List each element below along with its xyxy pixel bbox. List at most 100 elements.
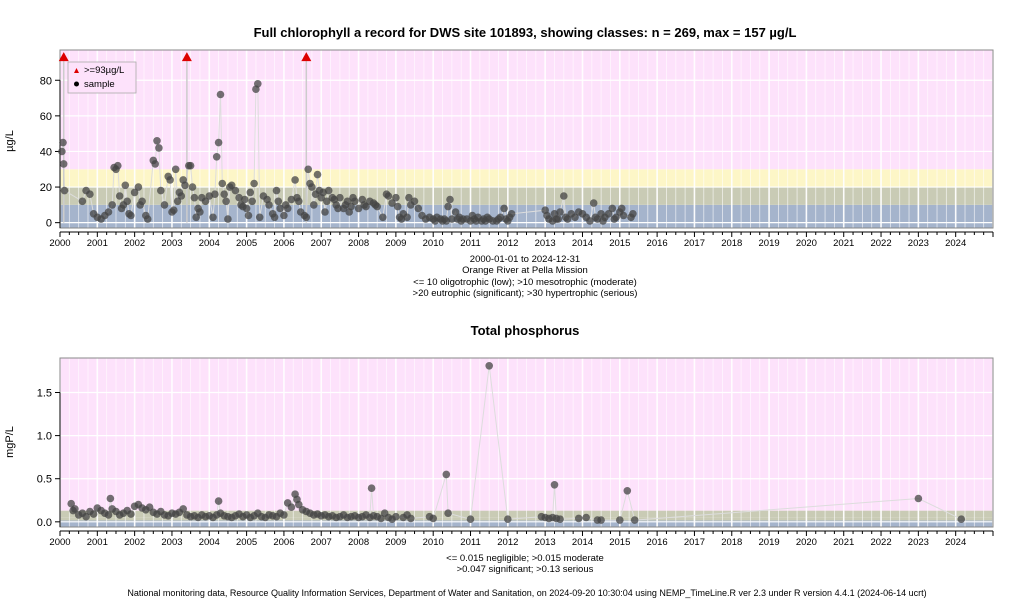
chlorophyll-x-caption-line-3: <= 10 oligotrophic (low); >10 mesotrophi… [413,277,637,288]
chlorophyll-data-point [310,201,318,209]
chlorophyll-data-point [224,215,232,223]
chlorophyll-data-point [334,204,342,213]
phosphorus-x-tick-label: 2023 [908,537,929,548]
legend-box [67,61,137,94]
chlorophyll-exceedance-marker [301,52,312,62]
chlorophyll-data-point [619,211,628,220]
chlorophyll-x-tick-label: 2004 [199,238,220,249]
chlorophyll-data-point [157,186,165,195]
phosphorus-data-point [550,481,559,489]
phosphorus-data-point [442,470,451,479]
phosphorus-data-point [630,516,639,524]
chlorophyll-x-caption-line-1: 2000-01-01 to 2024-12-31 [470,254,580,265]
chlorophyll-data-point [190,193,199,202]
chlorophyll-x-tick-label: 2024 [945,238,966,249]
chlorophyll-data-point [186,161,195,170]
chlorophyll-data-point [188,183,197,191]
chlorophyll-data-point [78,197,87,206]
chlorophyll-data-point [283,204,292,213]
chlorophyll-data-point [216,90,225,99]
chlorophyll-data-point [571,213,579,222]
chlorophyll-data-point [108,201,116,209]
phosphorus-x-tick-label: 2016 [647,537,668,548]
phosphorus-data-point [444,509,452,517]
chlorophyll-x-tick-label: 2007 [311,238,332,249]
chlorophyll-plot-area: 0 20 40 60 80 2000 2001 2002 2003 2004 2005 2006 200… [40,49,994,249]
legend-sample-label: sample [84,79,115,90]
phosphorus-y-axis-label: mgP/L [4,426,16,458]
chlorophyll-data-point [265,201,273,209]
chlorophyll-data-point [347,202,355,211]
chlorophyll-x-tick-label: 2010 [423,238,444,249]
chlorophyll-data-point [143,215,152,223]
phosphorus-x-tick-label: 2019 [759,537,780,548]
phosphorus-x-tick-label: 2001 [87,537,108,548]
chlorophyll-data-point [507,210,516,218]
chlorophyll-data-point [384,192,393,200]
chlorophyll-x-tick-label: 2000 [49,238,70,249]
chlorophyll-data-point [304,165,313,174]
phosphorus-x-tick-label: 2007 [311,537,332,548]
chlorophyll-y-tick-label: 80 [40,75,52,87]
phosphorus-data-point [280,511,288,519]
phosphorus-data-point [89,510,98,518]
phosphorus-y-tick-label: 1.0 [37,431,52,443]
chlorophyll-data-point [500,204,508,213]
chlorophyll-data-point [138,197,146,206]
chlorophyll-x-tick-label: 2009 [385,238,406,249]
phosphorus-x-tick-label: 2009 [385,537,406,548]
chlorophyll-data-point [451,208,460,216]
chlorophyll-x-tick-label: 2012 [497,238,518,249]
chlorophyll-data-point [86,190,94,198]
chlorophyll-data-point [177,192,186,200]
chlorophyll-data-point [240,195,249,204]
chlorophyll-data-point [209,213,217,222]
phosphorus-x-tick-label: 2021 [833,537,854,548]
chlorophyll-data-point [222,197,230,206]
phosphorus-data-point [574,514,583,523]
chlorophyll-x-tick-label: 2018 [721,238,742,249]
chlorophyll-data-point [227,181,236,190]
phosphorus-data-point [504,515,512,523]
chlorophyll-data-point [351,197,359,206]
chlorophyll-data-point [244,211,253,220]
phosphorus-data-point [466,515,475,523]
chlorophyll-data-point [246,188,255,197]
phosphorus-data-point [127,510,135,518]
chlorophyll-y-tick-label: 20 [40,182,52,194]
chlorophyll-x-tick-label: 2005 [236,238,257,249]
chlorophyll-data-point [276,204,285,213]
chlorophyll-data-point [58,147,66,156]
phosphorus-data-point [407,514,415,523]
phosphorus-data-point [914,494,923,503]
chlorophyll-data-point [121,181,130,190]
chlorophyll-data-point [171,165,180,174]
phosphorus-data-point [429,514,438,523]
phosphorus-x-tick-label: 2011 [460,537,480,548]
chlorophyll-data-point [153,137,161,145]
chlorophyll-data-point [220,190,228,198]
chlorophyll-x-tick-label: 2014 [572,238,593,249]
chlorophyll-data-point [393,202,402,211]
phosphorus-data-point [556,515,564,523]
phosphorus-x-tick-label: 2000 [49,537,70,548]
chlorophyll-data-point [114,161,122,170]
chlorophyll-data-point [629,210,637,218]
chlorophyll-y-tick-label: 60 [40,111,52,123]
chlorophyll-data-point [253,80,262,88]
chlorophyll-data-point [291,176,299,184]
chlorophyll-data-point [612,213,620,222]
chlorophyll-data-point [563,215,572,223]
phosphorus-data-point [582,513,590,522]
phosphorus-data-point [597,516,605,524]
phosphorus-data-point [106,494,115,503]
chlorophyll-data-point [388,199,396,207]
chlorophyll-data-point [270,213,279,222]
phosphorus-data-point [287,503,296,512]
chlorophyll-y-tick-label: 0 [46,218,52,230]
chlorophyll-data-point [170,206,178,214]
chlorophyll-data-point [604,210,613,218]
phosphorus-x-caption-line-1: <= 0.015 negligible; >0.015 moderate [446,553,604,564]
chlorophyll-data-point [324,186,333,195]
